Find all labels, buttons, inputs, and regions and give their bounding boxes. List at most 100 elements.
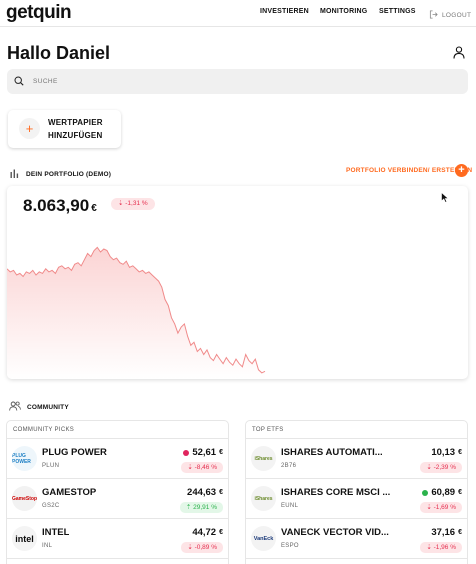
list-item[interactable]: intel INTEL INL 44,72 € ⇣ -0,89 % <box>7 519 228 559</box>
security-price-currency: € <box>219 449 223 456</box>
security-change-value: -1,96 % <box>433 544 456 551</box>
security-price-value: 10,13 <box>431 447 456 458</box>
community-picks-list: PLUG POWER PLUG POWER PLUN 52,61 € ⇣ -8,46 % G… <box>7 439 228 559</box>
security-change-badge: ⇣ -1,69 % <box>420 502 462 513</box>
security-logo-text: iShares <box>254 455 273 462</box>
security-price-currency: € <box>458 489 462 496</box>
community-picks-panel: COMMUNITY PICKS PLUG POWER PLUG POWER PLUN… <box>6 420 229 564</box>
security-ticker: ESPO <box>281 543 299 549</box>
security-change-value: -8,46 % <box>194 464 217 471</box>
security-change-value: -2,39 % <box>433 464 456 471</box>
top-etfs-panel: TOP ETFS iShares ISHARES AUTOMATI... 2B76 1… <box>245 420 468 564</box>
logo[interactable]: getquin <box>6 2 72 23</box>
top-etfs-title: TOP ETFS <box>246 421 467 439</box>
portfolio-change-value: -1,31 % <box>125 200 148 207</box>
search-input[interactable] <box>33 78 453 85</box>
list-item[interactable]: GameStop GAMESTOP GS2C 244,63 € ⇡ 29,91 % <box>7 479 228 519</box>
security-logo: iShares <box>251 446 276 471</box>
add-security-label: WERTPAPIER HINZUFÜGEN <box>48 116 103 142</box>
greeting-title: Hallo Daniel <box>7 43 111 63</box>
portfolio-header: DEIN PORTFOLIO (DEMO) <box>10 165 111 183</box>
security-name: INTEL <box>42 527 70 538</box>
search-icon <box>14 73 24 91</box>
logout-label: LOGOUT <box>442 11 472 19</box>
security-price: 44,72 € <box>192 527 223 538</box>
security-price-value: 37,16 <box>431 527 456 538</box>
security-logo-text: intel <box>15 533 34 544</box>
portfolio-title: DEIN PORTFOLIO (DEMO) <box>26 170 112 178</box>
add-security-label-line2: HINZUFÜGEN <box>48 131 103 140</box>
status-dot <box>183 449 190 456</box>
security-name: VANECK VECTOR VID... <box>281 527 389 538</box>
status-dot <box>422 489 429 496</box>
security-name: ISHARES AUTOMATI... <box>281 447 383 458</box>
security-price-value: 52,61 <box>192 447 217 458</box>
community-header: COMMUNITY <box>9 398 69 416</box>
trend-down-icon: ⇣ <box>426 464 432 471</box>
portfolio-chart-card: 8.063,90 € ⇣ -1,31 % <box>7 186 468 379</box>
list-item[interactable]: iShares ISHARES AUTOMATI... 2B76 10,13 € ⇣ -2… <box>246 439 467 479</box>
logout-button[interactable]: LOGOUT <box>429 6 471 24</box>
security-price: 244,63 € <box>187 487 223 498</box>
security-ticker: INL <box>42 543 53 549</box>
security-price-currency: € <box>219 529 223 536</box>
security-logo: intel <box>12 526 37 551</box>
security-price: 10,13 € <box>431 447 462 458</box>
security-price-currency: € <box>219 489 223 496</box>
portfolio-value-amount: 8.063,90 <box>23 196 90 215</box>
security-logo: VanEck <box>251 526 276 551</box>
security-logo: PLUG POWER <box>12 446 37 471</box>
list-item[interactable]: iShares ISHARES CORE MSCI ... EUNL 60,89 € ⇣ … <box>246 479 467 519</box>
search-bar[interactable] <box>7 69 468 94</box>
security-price-value: 44,72 <box>192 527 217 538</box>
security-change-value: 29,91 % <box>193 504 217 511</box>
add-portfolio-button[interactable]: + <box>455 164 468 177</box>
security-price-value: 244,63 <box>187 487 217 498</box>
portfolio-chart <box>7 246 266 379</box>
security-change-badge: ⇡ 29,91 % <box>179 502 223 513</box>
security-ticker: PLUN <box>42 463 60 469</box>
portfolio-value: 8.063,90 € <box>23 196 97 216</box>
security-name: ISHARES CORE MSCI ... <box>281 487 391 498</box>
mouse-cursor-icon <box>441 190 449 208</box>
security-logo: iShares <box>251 486 276 511</box>
bar-chart-icon <box>10 165 19 183</box>
list-item[interactable]: VanEck VANECK VECTOR VID... ESPO 37,16 € ⇣ -1… <box>246 519 467 559</box>
security-change-badge: ⇣ -0,89 % <box>181 542 223 553</box>
community-picks-title: COMMUNITY PICKS <box>7 421 228 439</box>
nav-investieren[interactable]: INVESTIEREN <box>260 8 309 15</box>
list-item[interactable]: PLUG POWER PLUG POWER PLUN 52,61 € ⇣ -8,46 % <box>7 439 228 479</box>
security-logo-text: GameStop <box>12 495 37 502</box>
connect-portfolio-link[interactable]: PORTFOLIO VERBINDEN/ ERSTELLEN <box>346 167 473 174</box>
security-logo: GameStop <box>12 486 37 511</box>
security-price-value: 60,89 <box>431 487 456 498</box>
nav-monitoring[interactable]: MONITORING <box>320 8 368 15</box>
trend-down-icon: ⇣ <box>118 200 124 207</box>
community-users-icon <box>9 398 21 416</box>
security-price-currency: € <box>458 449 462 456</box>
add-security-button[interactable]: + WERTPAPIER HINZUFÜGEN <box>8 110 121 148</box>
security-ticker: 2B76 <box>281 463 297 469</box>
security-change-badge: ⇣ -1,96 % <box>420 542 462 553</box>
trend-down-icon: ⇣ <box>187 544 193 551</box>
nav-settings[interactable]: SETTINGS <box>379 8 416 15</box>
chart-line <box>7 246 266 374</box>
security-change-value: -1,69 % <box>433 504 456 511</box>
security-name: PLUG POWER <box>42 447 107 458</box>
user-profile-icon[interactable] <box>453 46 465 64</box>
security-price: 60,89 € <box>422 487 462 498</box>
security-logo-text: PLUG POWER <box>12 452 31 465</box>
security-logo-text: VanEck <box>253 535 274 542</box>
logout-icon <box>429 6 438 24</box>
top-navigation: getquin INVESTIEREN MONITORING SETTINGS … <box>0 0 476 27</box>
trend-up-icon: ⇡ <box>185 504 192 511</box>
security-change-value: -0,89 % <box>194 544 217 551</box>
security-ticker: GS2C <box>42 503 60 509</box>
security-change-badge: ⇣ -8,46 % <box>181 462 223 473</box>
security-logo-text: iShares <box>254 495 273 502</box>
portfolio-change-badge: ⇣ -1,31 % <box>111 198 155 210</box>
add-security-label-line1: WERTPAPIER <box>48 118 103 127</box>
trend-down-icon: ⇣ <box>426 504 432 511</box>
security-ticker: EUNL <box>281 503 299 509</box>
chart-area <box>7 247 265 379</box>
